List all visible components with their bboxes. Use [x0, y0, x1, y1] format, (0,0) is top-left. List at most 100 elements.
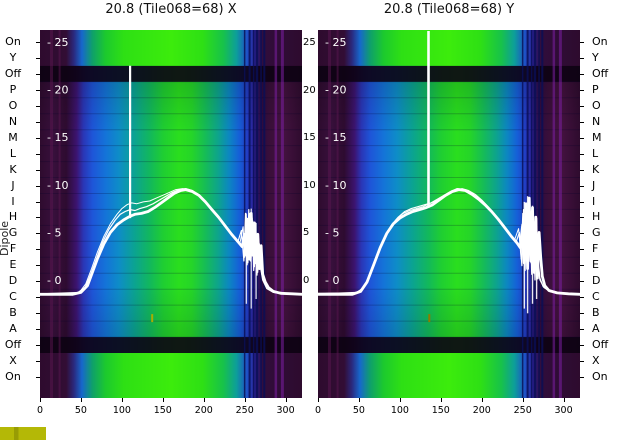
y-tick-mark: [580, 249, 584, 251]
between-scale-label: 15: [303, 132, 316, 144]
inner-scale-label: - 25: [325, 36, 346, 49]
between-scale-label: 20: [303, 84, 316, 96]
dipole-label-right: Y: [592, 50, 599, 64]
dipole-label-left: A: [9, 322, 17, 336]
inner-scale-label: - 20: [325, 84, 346, 97]
dipole-label-left: I: [11, 194, 15, 208]
dipole-label-left: Off: [4, 66, 22, 80]
y-tick-mark: [580, 169, 584, 171]
y-tick-mark: [580, 313, 584, 315]
dipole-label-right: Off: [592, 338, 609, 352]
dipole-label-left: Y: [9, 50, 17, 64]
inner-scale-label: - 15: [47, 131, 68, 144]
between-scale-label: 10: [303, 179, 316, 191]
inner-scale-label: - 5: [325, 226, 339, 239]
dipole-label-left: M: [8, 130, 18, 144]
y-tick-mark: [580, 42, 584, 43]
dipole-label-right: A: [592, 322, 600, 336]
dipole-label-left: X: [9, 354, 17, 367]
x-tick-label: 250: [513, 405, 532, 416]
x-tick-mark: [318, 398, 319, 402]
heatmap-panel-y: - 25 - 20 - 15 - 10 - 5 - 0: [316, 30, 582, 398]
y-tick-mark: [580, 137, 584, 139]
x-tick-label: 300: [554, 405, 573, 416]
x-tick-mark: [203, 398, 205, 402]
dipole-label-right: N: [592, 114, 601, 128]
right-panel-title: 20.8 (Tile068=68) Y: [383, 2, 515, 17]
between-scale-label: 5: [303, 227, 310, 239]
dipole-label-left: Off: [4, 338, 22, 352]
y-tick-mark: [580, 345, 584, 347]
dipole-label-right: P: [592, 82, 599, 96]
dipole-label-left: C: [9, 290, 17, 304]
x-tick-mark: [399, 398, 401, 402]
dipole-label-left: J: [11, 178, 15, 192]
between-scale-label: 25: [303, 37, 316, 48]
dipole-label-right: D: [592, 274, 601, 288]
inner-scale-label: - 0: [47, 274, 61, 287]
inner-scale-label: - 10: [325, 179, 346, 192]
dipole-label-right: B: [592, 306, 600, 320]
dipole-label-right: F: [592, 242, 599, 256]
dipole-label-right: K: [592, 162, 600, 176]
dipole-label-right: X: [592, 354, 600, 367]
y-tick-mark: [580, 105, 584, 107]
dipole-label-left: N: [8, 114, 18, 128]
x-tick-label: 100: [112, 405, 131, 416]
x-tick-mark: [285, 398, 287, 402]
dipole-label-right: L: [592, 146, 599, 160]
inner-scale-label: - 0: [325, 274, 339, 287]
inner-scale-label: - 25: [47, 36, 68, 49]
dipole-label-right: G: [592, 226, 601, 240]
x-tick-mark: [244, 398, 246, 402]
x-tick-label: 0: [36, 405, 44, 416]
x-tick-mark: [358, 398, 360, 402]
dipole-label-right: I: [592, 194, 596, 208]
dipole-label-left: L: [9, 146, 17, 160]
dipole-label-left: K: [9, 162, 17, 176]
x-tick-label: 150: [431, 405, 450, 416]
x-tick-label: 200: [472, 405, 491, 416]
left-panel-title: 20.8 (Tile068=68) X: [105, 2, 237, 17]
dipole-label-right: E: [592, 258, 599, 272]
x-tick-label: 50: [74, 405, 87, 416]
dipole-label-right: J: [592, 178, 596, 192]
x-tick-label: 200: [194, 405, 213, 416]
y-tick-mark: [580, 73, 584, 75]
dipole-label-right: On: [592, 369, 608, 383]
y-tick-mark: [580, 121, 584, 123]
y-tick-mark: [580, 329, 584, 331]
dipole-label-left: O: [8, 98, 18, 112]
y-tick-mark: [580, 89, 584, 91]
x-tick-label: 250: [235, 405, 254, 416]
y-tick-mark: [580, 201, 584, 203]
x-tick-mark: [522, 398, 524, 402]
y-tick-mark: [580, 297, 584, 299]
dipole-label-right: H: [592, 210, 601, 224]
dipole-label-right: M: [592, 130, 602, 144]
inner-scale-label: - 10: [47, 179, 68, 192]
inner-scale-label: - 15: [325, 131, 346, 144]
y-tick-mark: [580, 281, 584, 283]
dipole-label-right: C: [592, 290, 600, 304]
dipole-label-left: E: [9, 258, 17, 272]
dipole-label-left: On: [5, 35, 21, 48]
x-tick-mark: [121, 398, 123, 402]
dipole-label-left: On: [5, 369, 21, 383]
y-tick-mark: [580, 376, 584, 378]
dipole-label-right: O: [592, 98, 601, 112]
x-tick-mark: [440, 398, 442, 402]
dipole-label-left: D: [8, 274, 18, 288]
x-tick-mark: [162, 398, 164, 402]
x-tick-mark: [563, 398, 565, 402]
heatmap-panel-x: - 25 - 20 - 15 - 10 - 5 - 0: [38, 30, 304, 398]
x-tick-mark: [40, 398, 41, 402]
dipole-axis-label: Dipole: [0, 220, 11, 256]
heatmap-svg-Y: - 25 - 20 - 15 - 10 - 5 - 0: [316, 30, 582, 398]
x-tick-label: 0: [314, 405, 322, 416]
x-tick-mark: [80, 398, 82, 402]
between-scale-label: 0: [303, 275, 310, 286]
dipole-label-right: On: [592, 35, 608, 48]
y-tick-mark: [580, 153, 584, 155]
